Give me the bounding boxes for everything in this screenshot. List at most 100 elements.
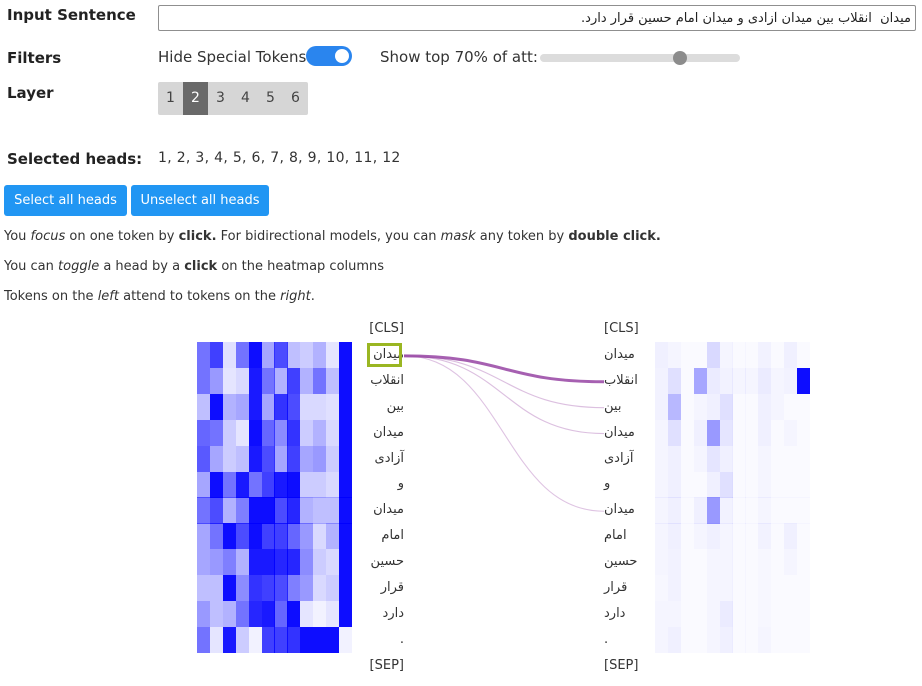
left-heatmap-cell[interactable] xyxy=(235,393,249,420)
left-heatmap-cell[interactable] xyxy=(261,626,275,654)
right-heatmap-cell[interactable] xyxy=(667,549,682,576)
left-token[interactable]: و xyxy=(397,476,404,492)
layer-button-6[interactable]: 6 xyxy=(291,90,300,106)
left-heatmap-cell[interactable] xyxy=(300,575,314,602)
left-heatmap-cell[interactable] xyxy=(261,601,275,628)
left-token[interactable]: میدان xyxy=(373,502,404,518)
right-heatmap-cell[interactable] xyxy=(758,367,772,395)
left-heatmap-cell[interactable] xyxy=(287,601,301,628)
right-heatmap-cell[interactable] xyxy=(771,575,784,601)
left-heatmap-cell[interactable] xyxy=(209,367,224,395)
right-heatmap-cell[interactable] xyxy=(719,497,733,524)
left-heatmap-cell[interactable] xyxy=(222,471,236,498)
right-heatmap-cell[interactable] xyxy=(784,601,797,627)
attention-threshold-slider[interactable] xyxy=(540,54,740,62)
right-heatmap-cell[interactable] xyxy=(797,523,810,549)
right-heatmap-cell[interactable] xyxy=(693,393,707,420)
right-heatmap-cell[interactable] xyxy=(745,342,758,368)
right-heatmap-cell[interactable] xyxy=(719,367,733,395)
left-heatmap-cell[interactable] xyxy=(235,419,249,446)
left-heatmap-cell[interactable] xyxy=(326,445,340,472)
right-heatmap-cell[interactable] xyxy=(758,549,771,575)
right-heatmap-cell[interactable] xyxy=(745,575,758,601)
left-heatmap-cell[interactable] xyxy=(235,367,249,395)
right-heatmap-cell[interactable] xyxy=(758,342,772,369)
left-heatmap-cell[interactable] xyxy=(209,393,224,420)
left-heatmap-cell[interactable] xyxy=(261,445,275,472)
left-heatmap-cell[interactable] xyxy=(197,342,211,369)
right-heatmap-cell[interactable] xyxy=(771,472,784,498)
left-heatmap-cell[interactable] xyxy=(222,445,236,472)
right-heatmap-cell[interactable] xyxy=(797,497,810,523)
right-heatmap-cell[interactable] xyxy=(784,497,797,523)
layer-button-5[interactable]: 5 xyxy=(266,90,275,106)
right-heatmap-cell[interactable] xyxy=(745,549,758,575)
right-heatmap-cell[interactable] xyxy=(719,523,733,550)
right-heatmap-cell[interactable] xyxy=(681,342,694,368)
left-heatmap-cell[interactable] xyxy=(287,626,301,654)
left-heatmap-cell[interactable] xyxy=(300,626,314,654)
right-heatmap-cell[interactable] xyxy=(706,419,720,446)
right-heatmap-cell[interactable] xyxy=(771,601,784,627)
right-heatmap-cell[interactable] xyxy=(732,472,745,498)
left-heatmap-cell[interactable] xyxy=(209,419,224,446)
right-heatmap-cell[interactable] xyxy=(797,446,810,472)
right-heatmap-cell[interactable] xyxy=(784,627,797,653)
right-heatmap-cell[interactable] xyxy=(719,601,733,628)
right-heatmap-cell[interactable] xyxy=(655,419,669,446)
right-heatmap-cell[interactable] xyxy=(719,342,733,369)
right-heatmap-cell[interactable] xyxy=(784,342,798,369)
right-heatmap-cell[interactable] xyxy=(732,627,745,653)
right-heatmap-cell[interactable] xyxy=(797,601,810,627)
right-heatmap-cell[interactable] xyxy=(758,626,772,654)
left-heatmap-cell[interactable] xyxy=(248,626,262,654)
right-heatmap-cell[interactable] xyxy=(771,523,784,549)
left-heatmap-cell[interactable] xyxy=(274,367,288,395)
right-token[interactable]: حسین xyxy=(604,554,638,570)
left-heatmap-cell[interactable] xyxy=(248,393,262,420)
right-heatmap-cell[interactable] xyxy=(771,497,784,523)
right-heatmap-cell[interactable] xyxy=(706,471,720,498)
right-heatmap-cell[interactable] xyxy=(694,549,707,575)
right-heatmap-cell[interactable] xyxy=(667,367,682,395)
left-heatmap-cell[interactable] xyxy=(197,393,211,420)
right-heatmap-cell[interactable] xyxy=(667,601,682,628)
left-heatmap-cell[interactable] xyxy=(287,497,301,524)
right-token[interactable]: . xyxy=(604,631,609,647)
left-heatmap-cell[interactable] xyxy=(261,342,275,369)
right-heatmap-cell[interactable] xyxy=(719,419,733,446)
left-heatmap-cell[interactable] xyxy=(222,367,236,395)
right-heatmap-cell[interactable] xyxy=(719,575,733,602)
right-token[interactable]: میدان xyxy=(604,424,635,440)
right-heatmap-cell[interactable] xyxy=(655,497,669,524)
left-heatmap-cell[interactable] xyxy=(287,549,301,576)
left-heatmap-cell[interactable] xyxy=(313,626,327,654)
right-heatmap-cell[interactable] xyxy=(693,497,707,524)
right-heatmap-cell[interactable] xyxy=(732,394,745,420)
right-heatmap-cell[interactable] xyxy=(706,575,720,602)
right-heatmap-cell[interactable] xyxy=(667,497,682,524)
right-heatmap-cell[interactable] xyxy=(771,627,784,653)
right-heatmap-cell[interactable] xyxy=(667,471,682,498)
right-heatmap-cell[interactable] xyxy=(693,419,707,446)
right-heatmap-cell[interactable] xyxy=(732,497,745,523)
left-heatmap-cell[interactable] xyxy=(274,626,288,654)
left-heatmap-cell[interactable] xyxy=(209,549,224,576)
left-heatmap-cell[interactable] xyxy=(197,445,211,472)
left-heatmap-cell[interactable] xyxy=(326,523,340,550)
left-heatmap-cell[interactable] xyxy=(338,626,353,654)
right-heatmap-cell[interactable] xyxy=(796,367,811,395)
right-heatmap-cell[interactable] xyxy=(745,497,758,523)
left-heatmap-cell[interactable] xyxy=(222,549,236,576)
left-heatmap-cell[interactable] xyxy=(287,342,301,369)
left-heatmap-cell[interactable] xyxy=(261,419,275,446)
left-heatmap-cell[interactable] xyxy=(300,497,314,524)
right-token[interactable]: امام xyxy=(604,528,627,544)
left-heatmap-cell[interactable] xyxy=(287,393,301,420)
right-heatmap-cell[interactable] xyxy=(681,549,694,575)
right-heatmap-cell[interactable] xyxy=(732,367,746,395)
right-heatmap-cell[interactable] xyxy=(655,471,669,498)
left-heatmap-cell[interactable] xyxy=(248,549,262,576)
left-heatmap-cell[interactable] xyxy=(313,445,327,472)
left-heatmap-cell[interactable] xyxy=(222,601,236,628)
